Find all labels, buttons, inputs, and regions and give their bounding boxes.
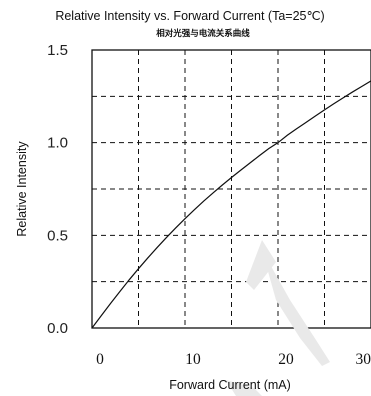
grid	[92, 50, 371, 328]
data-point	[259, 155, 260, 156]
x-tick-labels: 0 10 20 30	[96, 351, 371, 368]
watermark-stroke-2	[262, 250, 330, 366]
data-point	[268, 148, 269, 149]
data-point	[194, 209, 195, 210]
data-point	[296, 128, 297, 129]
x-tick-label: 30	[356, 351, 371, 368]
data-point	[305, 122, 306, 123]
data-point	[333, 103, 334, 104]
data-point	[324, 109, 325, 110]
plot-frame	[91, 49, 371, 329]
chart-subtitle: 相对光强与电流关系曲线	[156, 28, 250, 39]
data-point	[361, 86, 362, 87]
y-tick-label: 0.0	[47, 320, 68, 337]
watermark-stroke-3	[226, 380, 262, 396]
data-point	[119, 291, 120, 292]
data-point	[240, 169, 241, 170]
data-point	[277, 142, 278, 143]
data-point	[315, 116, 316, 117]
y-tick-label: 1.5	[47, 42, 68, 59]
data-point	[91, 327, 92, 328]
data-point	[184, 218, 185, 219]
y-tick-label: 0.5	[47, 227, 68, 244]
data-point	[352, 91, 353, 92]
data-point	[212, 192, 213, 193]
x-tick-label: 20	[278, 351, 294, 368]
watermark	[226, 240, 330, 396]
data-point	[231, 177, 232, 178]
x-tick-label: 0	[96, 351, 104, 368]
chart-title: Relative Intensity vs. Forward Current (…	[55, 9, 324, 23]
data-point	[166, 237, 167, 238]
y-axis-label: Relative Intensity	[15, 141, 29, 237]
data-point	[138, 268, 139, 269]
data-point	[110, 303, 111, 304]
data-point	[287, 135, 288, 136]
data-point	[175, 227, 176, 228]
x-tick-label: 10	[185, 351, 201, 368]
data-point	[101, 315, 102, 316]
y-tick-labels: 0.0 0.5 1.0 1.5	[47, 42, 68, 337]
data-point	[250, 162, 251, 163]
y-tick-label: 1.0	[47, 135, 68, 152]
data-point	[157, 247, 158, 248]
data-point	[222, 185, 223, 186]
series-line	[91, 80, 371, 329]
watermark-stroke-1	[246, 240, 276, 290]
data-point	[129, 279, 130, 280]
x-axis-label: Forward Current (mA)	[169, 378, 291, 392]
data-point	[203, 201, 204, 202]
data-point	[343, 97, 344, 98]
data-point	[147, 257, 148, 258]
